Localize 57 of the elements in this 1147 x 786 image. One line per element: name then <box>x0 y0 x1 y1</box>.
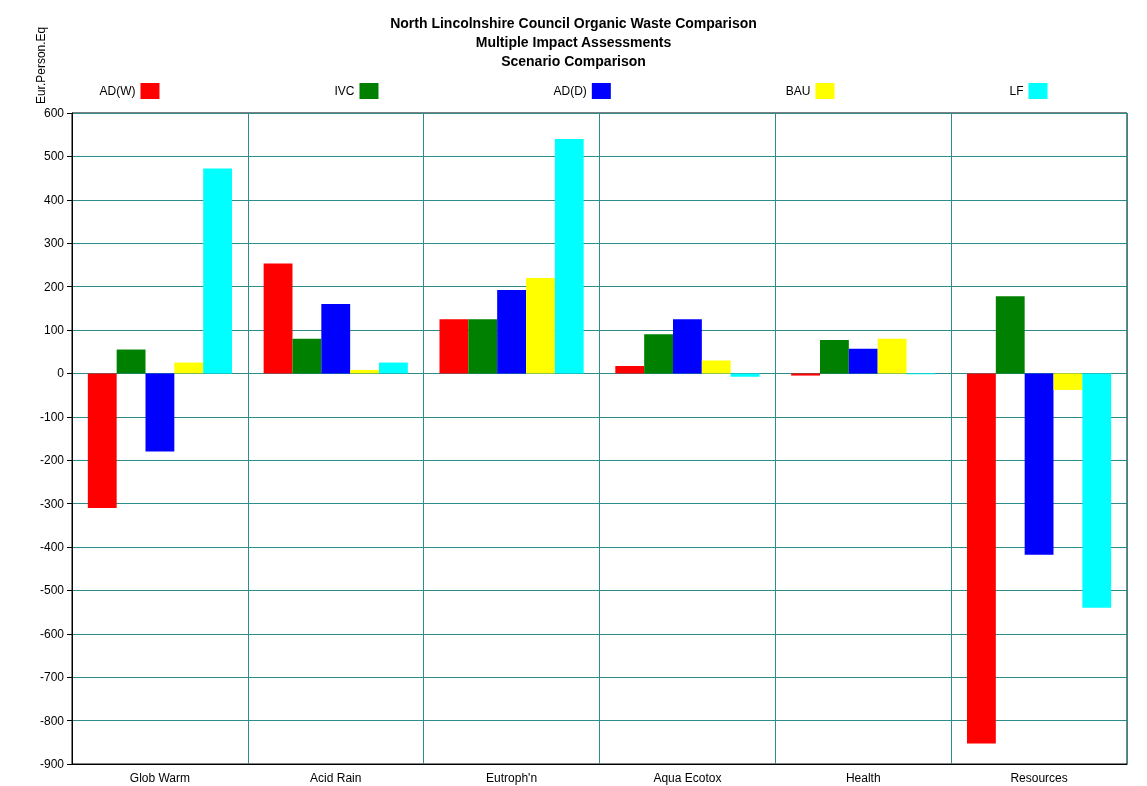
bar <box>526 277 555 374</box>
bar <box>848 348 878 374</box>
bar <box>554 139 584 374</box>
y-tick-label: -900 <box>39 757 65 771</box>
y-tick-label: -600 <box>39 626 65 641</box>
y-tick-label: 200 <box>43 279 65 294</box>
y-tick-label: -300 <box>39 496 65 511</box>
y-tick-label: -100 <box>39 409 65 424</box>
bar <box>791 373 820 376</box>
bar <box>468 319 498 374</box>
bar <box>497 290 526 374</box>
bar <box>203 168 233 374</box>
bar <box>966 373 996 744</box>
bar <box>174 362 204 374</box>
y-tick-label: 0 <box>57 366 65 381</box>
bar <box>116 349 146 374</box>
bar <box>379 362 408 374</box>
y-tick-label: -200 <box>39 453 65 468</box>
bar <box>820 339 849 374</box>
y-tick-label: 100 <box>43 323 65 337</box>
x-tick-label: Glob Warm <box>129 771 191 785</box>
bar <box>877 338 907 374</box>
x-tick-label: Aqua Ecotox <box>653 771 722 785</box>
bar <box>995 296 1025 374</box>
bar <box>292 338 322 374</box>
bar <box>87 373 117 508</box>
y-tick-label: 400 <box>43 192 65 207</box>
legend-label: IVC <box>334 84 355 98</box>
y-tick-label: -500 <box>39 583 65 598</box>
bar <box>1082 373 1112 608</box>
bar <box>145 373 175 452</box>
bar <box>701 360 731 374</box>
legend-label: BAU <box>785 84 811 98</box>
y-tick-label: 300 <box>43 236 65 251</box>
legend-label: AD(W) <box>99 84 136 98</box>
y-tick-label: -800 <box>39 713 65 728</box>
bar <box>673 319 702 374</box>
legend-label: LF <box>1009 84 1024 98</box>
legend-label: AD(D) <box>553 84 587 98</box>
bar <box>644 334 673 374</box>
bar <box>730 373 760 377</box>
y-tick-label: 600 <box>43 106 65 120</box>
x-tick-label: Eutroph'n <box>486 771 538 785</box>
chart-title: North Lincolnshire Council Organic Waste Comparison Multiple Impact Assessments Scenario Comparison <box>390 14 757 69</box>
bar <box>615 366 645 374</box>
y-tick-label: -400 <box>39 540 65 554</box>
bar <box>1053 373 1083 390</box>
y-tick-label: -700 <box>39 670 65 685</box>
x-tick-label: Health <box>845 771 881 785</box>
bar <box>263 263 293 374</box>
y-tick-label: 500 <box>43 149 65 164</box>
x-tick-label: Acid Rain <box>310 771 362 785</box>
y-axis-title: Eur.Person.Eq <box>34 26 48 105</box>
bar <box>1024 373 1054 555</box>
bar <box>321 303 351 374</box>
x-tick-label: Resources <box>1010 771 1068 785</box>
bar <box>439 319 469 374</box>
